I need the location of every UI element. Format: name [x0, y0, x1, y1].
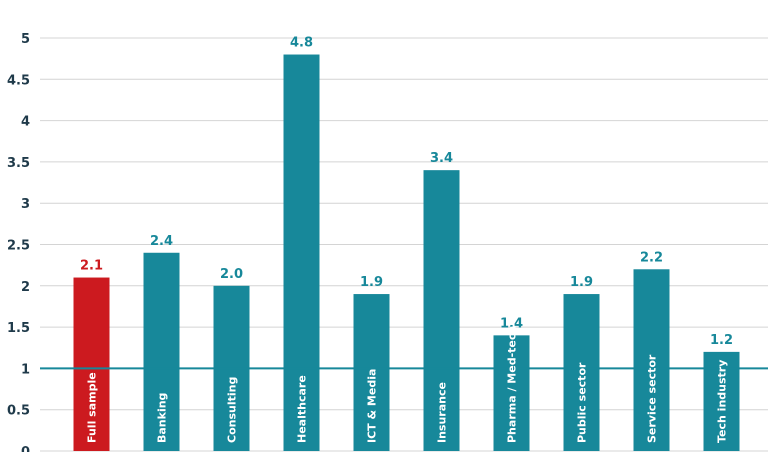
category-label: Banking [156, 393, 169, 443]
category-label: Full sample [86, 372, 99, 443]
y-axis-ticks: 0 0.5 1 1.5 2 2.5 3 3.5 4 4.5 5 [7, 32, 30, 452]
category-label: Consulting [226, 377, 239, 443]
bars [73, 54, 740, 452]
y-tick-label: 2 [21, 280, 30, 295]
bar [143, 252, 180, 451]
y-tick-label: 1.5 [7, 321, 30, 336]
bar [423, 170, 460, 451]
data-label: 1.4 [500, 316, 523, 331]
data-label: 2.0 [220, 267, 243, 282]
data-label: 4.8 [290, 36, 313, 51]
y-tick-label: 3.5 [7, 156, 30, 171]
y-tick-label: 4.5 [7, 73, 30, 88]
bar [493, 335, 530, 451]
data-label: 2.1 [80, 259, 103, 274]
bar [353, 294, 390, 451]
y-tick-label: 3 [21, 197, 30, 212]
category-label: Tech industry [716, 360, 729, 443]
y-tick-label: 1 [21, 362, 30, 377]
y-tick-label: 2.5 [7, 239, 30, 254]
y-tick-label: 4 [21, 115, 30, 130]
y-tick-label: 0 [21, 445, 30, 452]
data-label: 1.9 [360, 275, 383, 290]
category-label: Healthcare [296, 375, 309, 443]
data-label: 2.2 [640, 250, 663, 265]
data-label: 1.2 [710, 333, 733, 348]
category-label: ICT & Media [366, 369, 379, 443]
category-label: Public sector [576, 362, 589, 443]
bar [563, 294, 600, 451]
category-labels: Full sample Banking Consulting Healthcare IC… [86, 326, 729, 443]
data-label: 1.9 [570, 275, 593, 290]
bar [283, 54, 320, 452]
bar [73, 277, 110, 451]
bar [633, 269, 670, 451]
category-label: Service sector [646, 354, 659, 443]
y-tick-label: 5 [21, 32, 30, 47]
category-label: Insurance [436, 382, 449, 443]
y-tick-label: 0.5 [7, 404, 30, 419]
category-label: Pharma / Med-tech [506, 326, 519, 443]
data-labels: 2.1 2.4 2.0 4.8 1.9 3.4 1.4 1.9 2.2 1.2 [80, 36, 733, 348]
data-label: 3.4 [430, 151, 453, 166]
data-label: 2.4 [150, 234, 173, 249]
